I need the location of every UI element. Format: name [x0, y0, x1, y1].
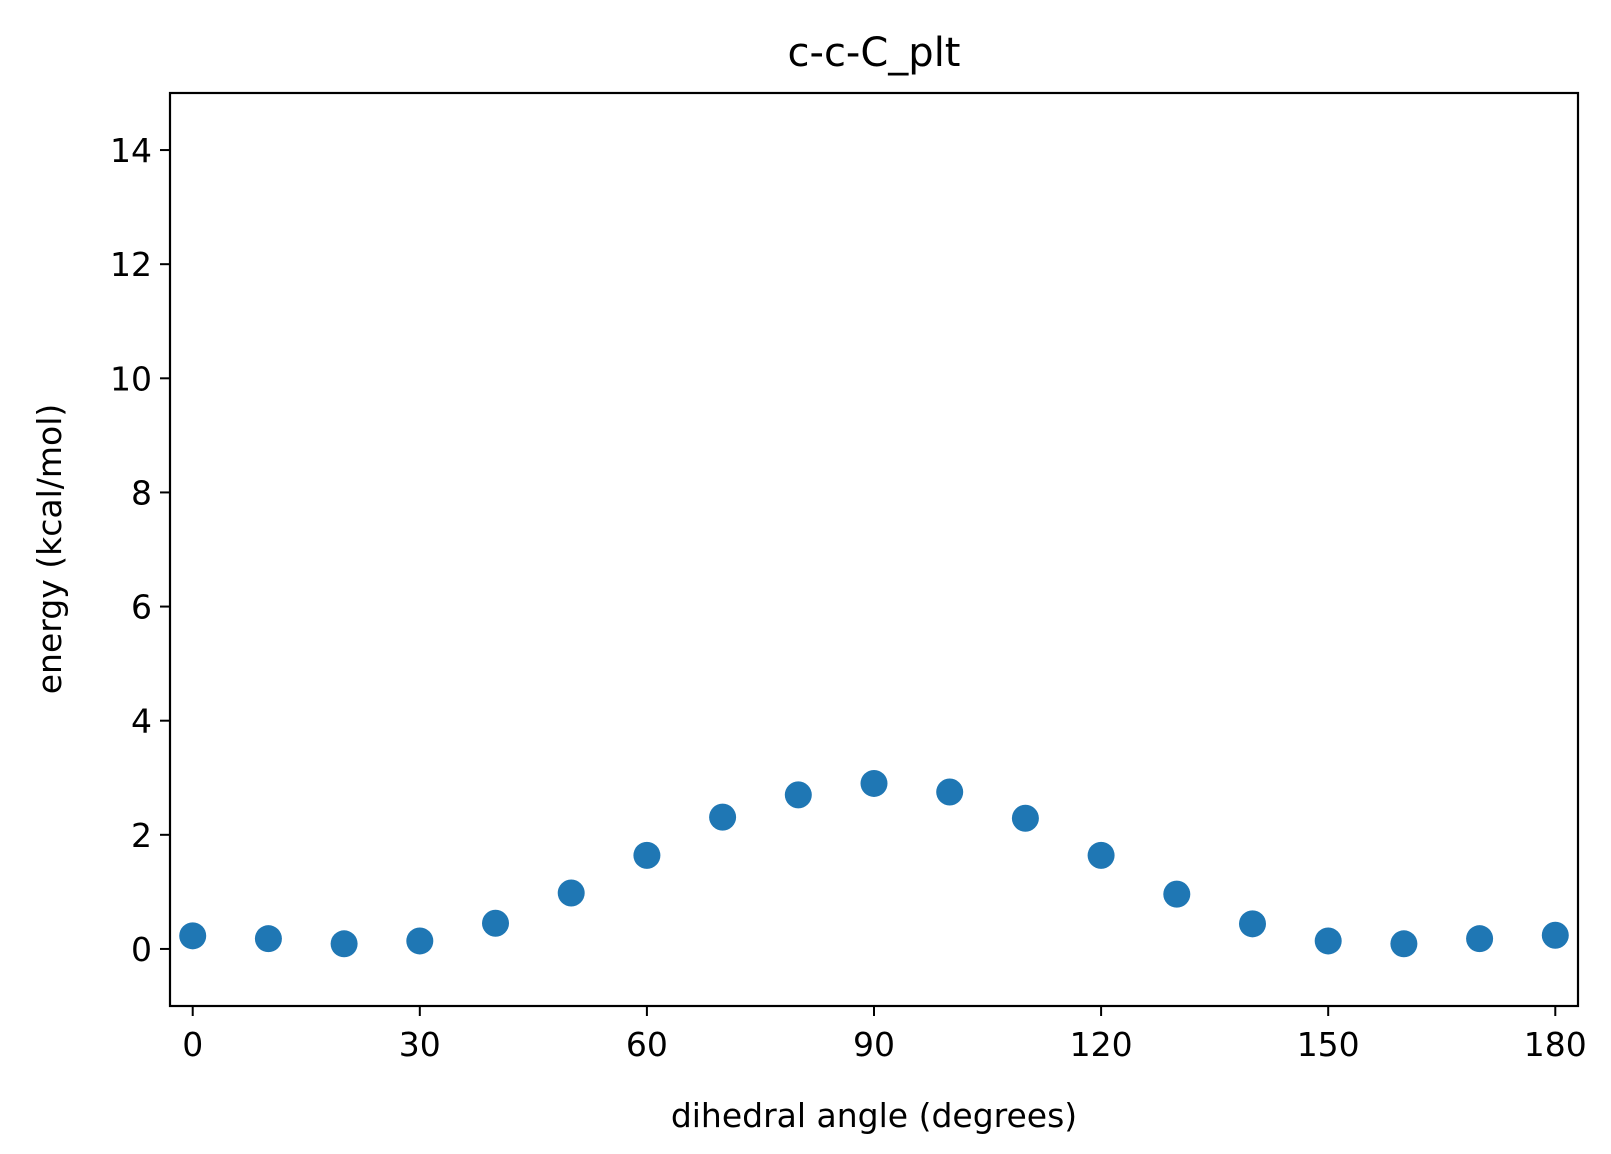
x-tick-label: 150 [1297, 1025, 1360, 1064]
y-tick-label: 0 [131, 930, 152, 969]
x-tick-label: 180 [1524, 1025, 1587, 1064]
data-point [1466, 925, 1494, 953]
data-point [557, 879, 585, 907]
data-point [1163, 880, 1191, 908]
data-points [179, 769, 1569, 958]
x-tick-label: 60 [626, 1025, 668, 1064]
x-tick-label: 120 [1070, 1025, 1133, 1064]
chart-title: c-c-C_plt [788, 30, 961, 76]
y-tick-label: 8 [131, 473, 152, 512]
x-tick-label: 90 [853, 1025, 895, 1064]
data-point [1087, 841, 1115, 869]
y-tick-label: 12 [110, 245, 152, 284]
data-point [1390, 930, 1418, 958]
data-point [1314, 927, 1342, 955]
x-tick-label: 30 [399, 1025, 441, 1064]
data-point [1541, 921, 1569, 949]
y-tick-label: 14 [110, 131, 152, 170]
data-point [860, 769, 888, 797]
y-tick-label: 4 [131, 702, 152, 741]
data-point [1238, 910, 1266, 938]
axis-ticks: 0 30 60 90 120 150 180 0 2 4 6 8 10 12 14 [110, 131, 1587, 1064]
plot-frame [168, 91, 1580, 1008]
data-point [179, 922, 207, 950]
y-axis-label: energy (kcal/mol) [30, 404, 69, 695]
data-point [633, 841, 661, 869]
y-tick-label: 10 [110, 359, 152, 398]
y-tick-label: 2 [131, 816, 152, 855]
y-tick-label: 6 [131, 588, 152, 627]
x-axis-label: dihedral angle (degrees) [671, 1096, 1077, 1135]
data-point [784, 781, 812, 809]
data-point [330, 930, 358, 958]
data-point [936, 778, 964, 806]
data-point [482, 909, 510, 937]
data-point [709, 803, 737, 831]
data-point [406, 927, 434, 955]
x-tick-label: 0 [182, 1025, 203, 1064]
data-point [1011, 804, 1039, 832]
data-point [254, 925, 282, 953]
